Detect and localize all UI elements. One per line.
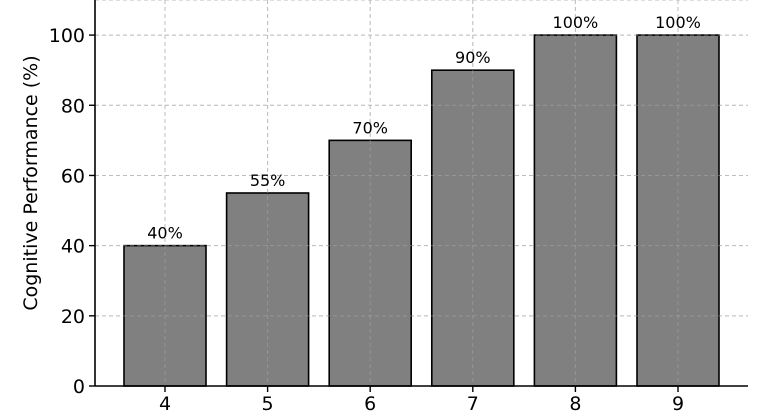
x-tick-label: 4 <box>159 393 171 411</box>
y-tick-label: 60 <box>61 165 85 187</box>
x-tick-label: 5 <box>262 393 274 411</box>
x-tick-label: 8 <box>569 393 581 411</box>
bar-5 <box>225 192 310 387</box>
bar-4 <box>123 244 207 387</box>
data-label-5: 55% <box>250 171 286 190</box>
x-tick-label: 6 <box>364 393 376 411</box>
bar-8 <box>533 34 618 387</box>
data-label-8: 100% <box>553 13 599 32</box>
data-label-7: 90% <box>455 48 491 67</box>
y-tick-label: 40 <box>61 236 85 258</box>
y-tick-label: 0 <box>73 376 85 398</box>
data-labels-group: 40% 55% 70% 90% 100% 100% <box>147 13 701 243</box>
y-tick-label: 80 <box>61 95 85 117</box>
x-tick-label: 7 <box>467 393 479 411</box>
y-axis-title: Cognitive Performance (%) <box>20 55 42 310</box>
bars-group <box>95 0 748 387</box>
data-label-9: 100% <box>655 13 701 32</box>
bar-9 <box>636 34 720 387</box>
y-tick-label: 20 <box>61 306 85 328</box>
axes-group: 0 20 40 60 80 100 4 5 6 7 8 9 <box>49 0 748 411</box>
data-label-6: 70% <box>352 118 388 137</box>
data-label-4: 40% <box>147 224 183 243</box>
bar-6 <box>328 139 413 387</box>
y-tick-label: 100 <box>49 25 85 47</box>
x-tick-label: 9 <box>672 393 684 411</box>
